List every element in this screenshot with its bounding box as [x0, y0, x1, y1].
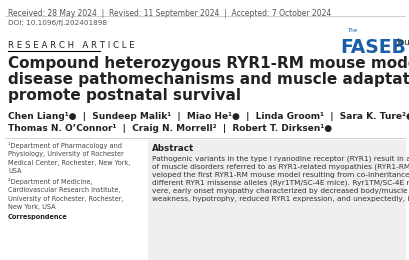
Text: Abstract: Abstract [152, 144, 194, 153]
Text: Correspondence: Correspondence [8, 214, 67, 220]
Text: Compound heterozygous RYR1-RM mouse model reveals: Compound heterozygous RYR1-RM mouse mode… [8, 56, 409, 71]
Text: disease pathomechanisms and muscle adaptations to: disease pathomechanisms and muscle adapt… [8, 72, 409, 87]
Text: ¹Department of Pharmacology and
Physiology, University of Rochester
Medical Cent: ¹Department of Pharmacology and Physiolo… [8, 142, 130, 174]
Text: R E S E A R C H   A R T I C L E: R E S E A R C H A R T I C L E [8, 41, 135, 50]
FancyBboxPatch shape [148, 140, 405, 260]
Text: DOI: 10.1096/fj.202401898: DOI: 10.1096/fj.202401898 [8, 20, 107, 26]
Text: The: The [347, 28, 357, 33]
Text: Journal: Journal [395, 38, 409, 47]
Text: Received: 28 May 2024  |  Revised: 11 September 2024  |  Accepted: 7 October 202: Received: 28 May 2024 | Revised: 11 Sept… [8, 9, 330, 18]
Text: Pathogenic variants in the type I ryanodine receptor (RYR1) result in a wide ran: Pathogenic variants in the type I ryanod… [152, 155, 409, 202]
Text: Chen Liang¹●  |  Sundeep Malik¹  |  Miao He¹●  |  Linda Groom¹  |  Sara K. Ture²: Chen Liang¹● | Sundeep Malik¹ | Miao He¹… [8, 112, 409, 121]
Text: FASEB: FASEB [339, 38, 405, 57]
Text: ²Department of Medicine,
Cardiovascular Research Institute,
University of Roches: ²Department of Medicine, Cardiovascular … [8, 178, 123, 210]
Text: promote postnatal survival: promote postnatal survival [8, 88, 240, 103]
Text: Thomas N. O’Connor¹  |  Craig N. Morrell²  |  Robert T. Dirksen¹●: Thomas N. O’Connor¹ | Craig N. Morrell² … [8, 124, 331, 133]
